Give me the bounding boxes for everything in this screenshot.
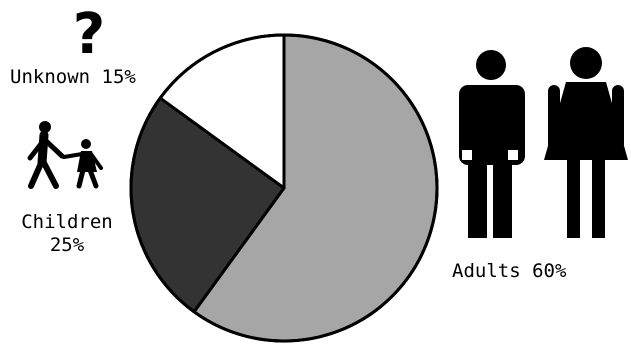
pie-slices	[129, 33, 439, 343]
label-children-percent: 25%	[50, 234, 85, 256]
label-unknown: Unknown 15%	[10, 66, 136, 88]
label-children-name: Children	[21, 211, 113, 233]
pie-outline	[129, 33, 439, 343]
label-adults: Adults 60%	[452, 260, 567, 282]
children-walking-icon	[27, 121, 103, 189]
man-and-woman-icon	[459, 47, 628, 238]
question-mark-icon: ?	[73, 2, 105, 67]
